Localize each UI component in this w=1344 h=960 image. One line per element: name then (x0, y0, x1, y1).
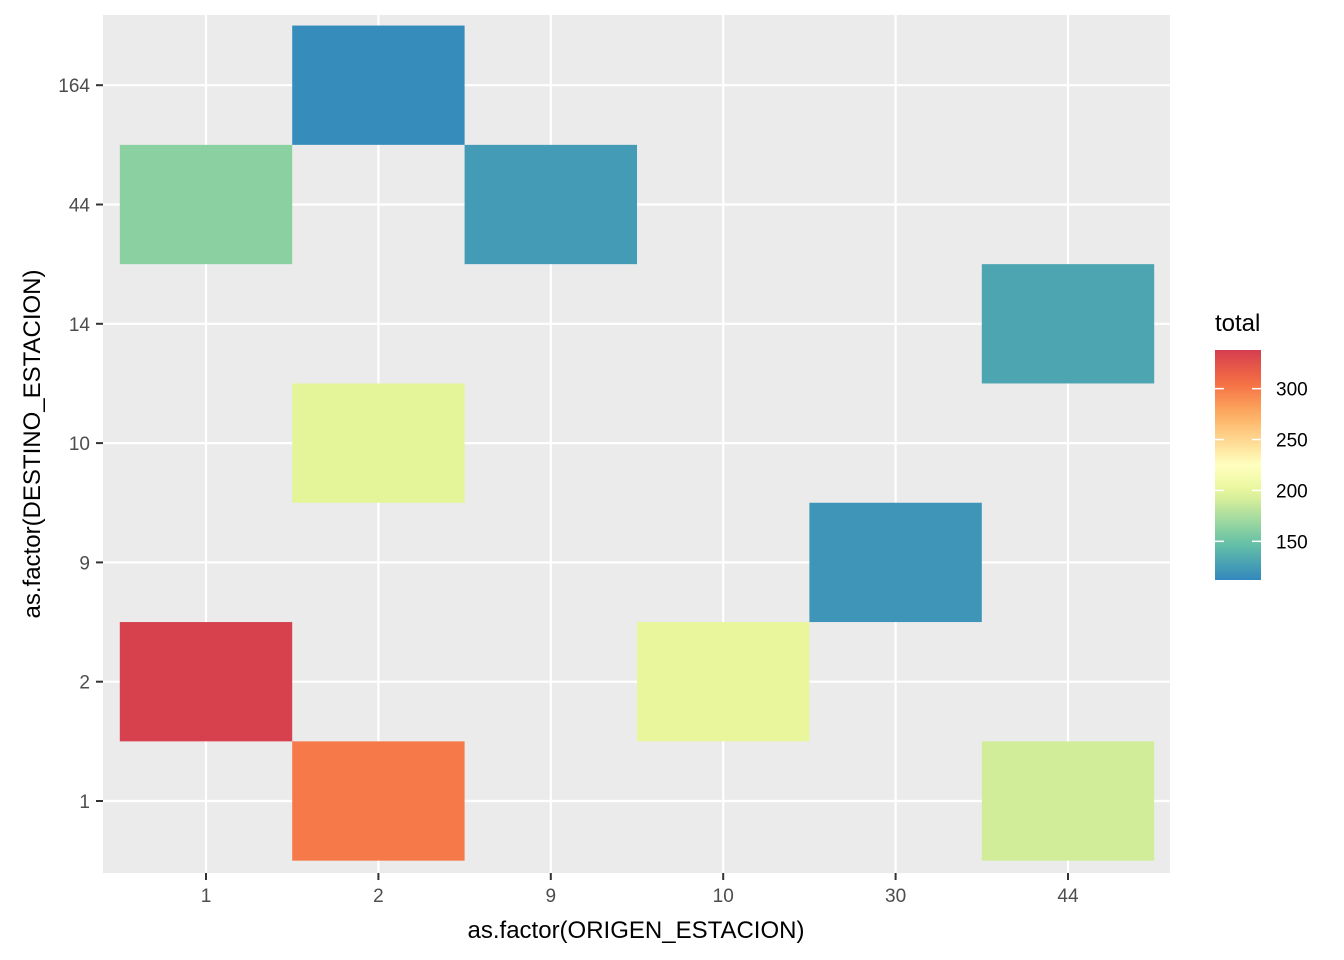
heatmap-tile (464, 144, 637, 265)
heatmap-tile (292, 741, 465, 861)
heatmap-tile (809, 502, 982, 623)
y-axis: 1 2 9 10 14 44 164 (58, 76, 103, 813)
legend-break-label: 150 (1276, 532, 1308, 553)
y-tick-label: 44 (69, 196, 91, 217)
x-tick-label: 2 (373, 886, 384, 907)
y-tick-label: 2 (79, 673, 90, 694)
x-axis-title: as.factor(ORIGEN_ESTACION) (468, 917, 805, 944)
x-tick-label: 1 (201, 886, 212, 907)
heatmap-tile (637, 622, 810, 742)
y-tick-label: 14 (69, 315, 91, 336)
x-axis: 1 2 9 10 30 44 (201, 873, 1079, 907)
legend-break-label: 300 (1276, 380, 1308, 401)
x-tick-label: 44 (1057, 886, 1079, 907)
x-tick-label: 10 (713, 886, 734, 907)
y-axis-title: as.factor(DESTINO_ESTACION) (19, 270, 46, 619)
color-legend: total 150 200 250 300 (1215, 310, 1308, 580)
x-tick-label: 30 (885, 886, 906, 907)
legend-colorbar (1215, 350, 1261, 580)
heatmap-tile (292, 25, 465, 145)
legend-break-label: 200 (1276, 481, 1308, 502)
y-tick-label: 10 (69, 434, 90, 455)
legend-title: total (1215, 310, 1260, 337)
legend-break-label: 250 (1276, 431, 1308, 452)
y-tick-label: 9 (79, 553, 90, 574)
heatmap-tile (119, 144, 293, 265)
x-tick-label: 9 (546, 886, 557, 907)
heatmap-tile (981, 741, 1155, 861)
heatmap-tile (981, 264, 1155, 384)
heatmap-tiles (119, 25, 1155, 861)
heatmap-tile (119, 622, 293, 742)
y-tick-label: 1 (79, 792, 90, 813)
y-tick-label: 164 (58, 76, 90, 97)
heatmap-tile (292, 383, 465, 503)
